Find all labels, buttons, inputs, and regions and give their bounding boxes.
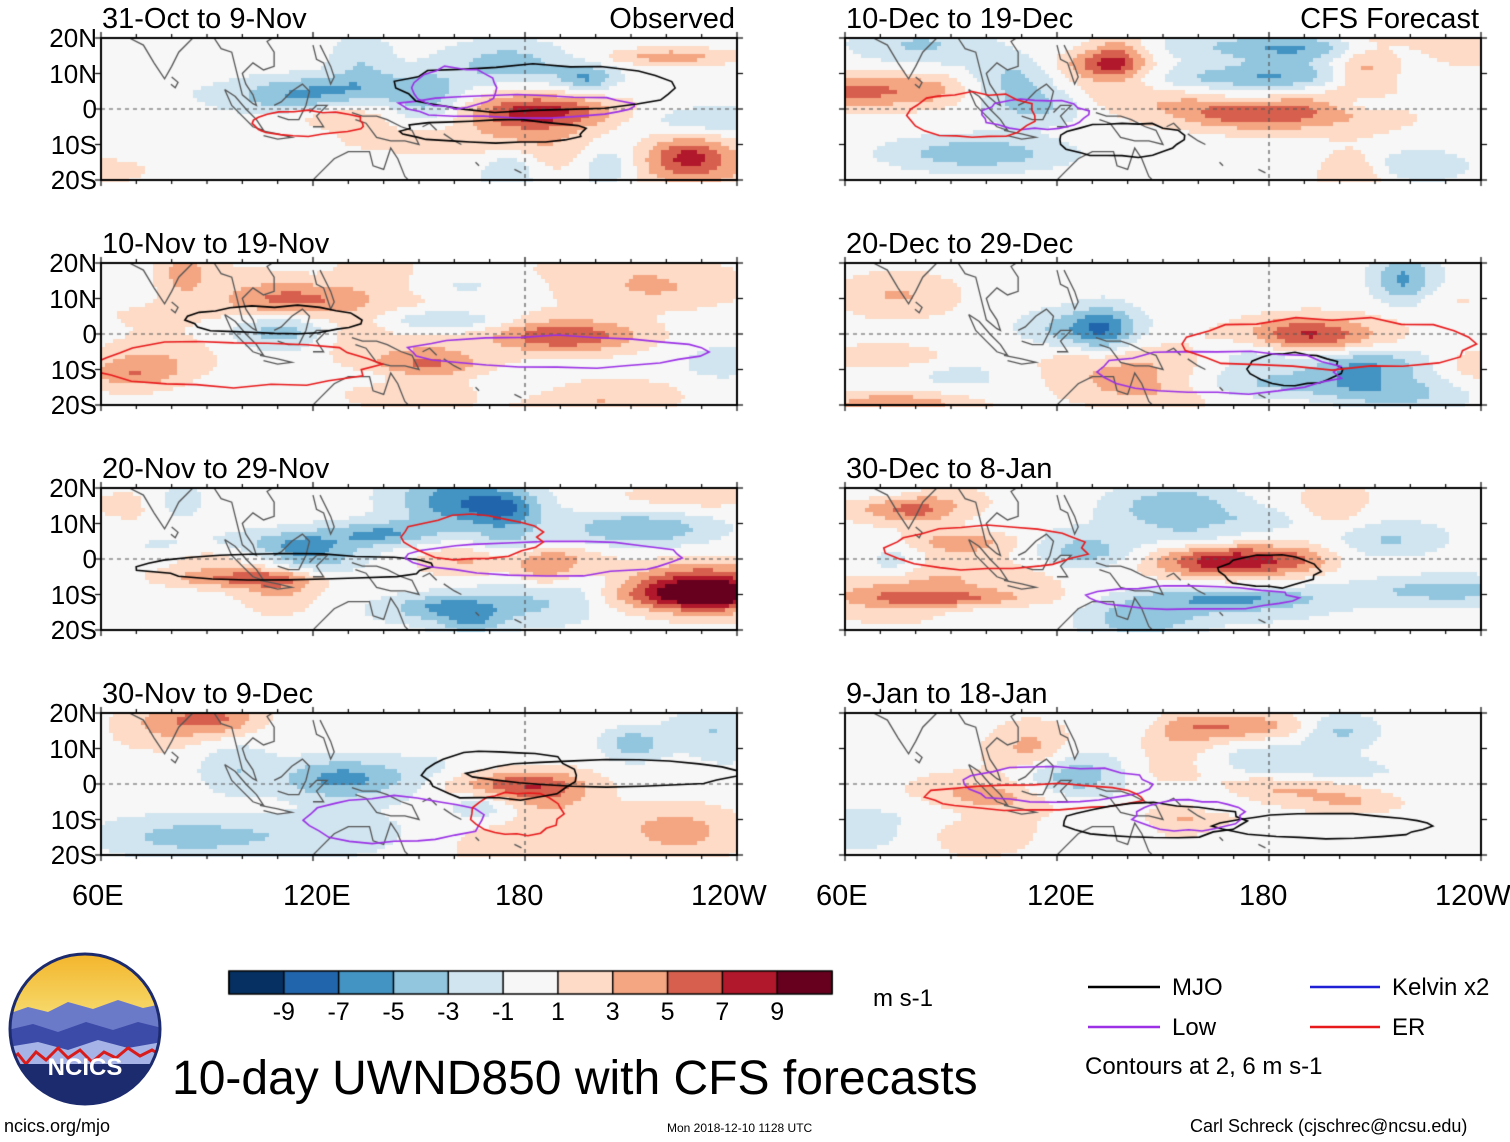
- y-tick-label: 0: [82, 544, 97, 574]
- colorbar-units: m s-1: [873, 985, 933, 1012]
- y-tick-label: 0: [82, 769, 97, 799]
- colorbar-tick: -9: [272, 998, 295, 1026]
- panel-title: 30-Nov to 9-Dec: [102, 678, 314, 710]
- y-tick-label: 20S: [50, 840, 97, 870]
- colorbar-tick: 7: [715, 998, 730, 1026]
- x-tick-label: 120E: [282, 880, 351, 912]
- x-tick-label: 120W: [691, 880, 767, 912]
- panel-title: 10-Dec to 19-Dec: [846, 3, 1074, 35]
- y-tick-label: 10N: [49, 508, 97, 539]
- column-label: Observed: [609, 3, 735, 35]
- y-tick-label: 10S: [50, 129, 97, 160]
- ncics-logo: NCICS: [8, 952, 162, 1106]
- timestamp: Mon 2018-12-10 1128 UTC: [667, 1121, 813, 1135]
- colorbar-tick: -7: [327, 998, 350, 1026]
- x-tick-label: 120E: [1026, 880, 1095, 912]
- colorbar-tick: -5: [382, 998, 405, 1026]
- panel-title: 9-Jan to 18-Jan: [846, 678, 1048, 710]
- legend-label-mjo: MJO: [1172, 974, 1223, 1001]
- y-tick-label: 10N: [49, 58, 97, 89]
- legend-label-low: Low: [1172, 1014, 1217, 1041]
- panel-title: 20-Dec to 29-Dec: [846, 228, 1074, 260]
- y-tick-label: 20N: [49, 698, 97, 728]
- site-url[interactable]: ncics.org/mjo: [4, 1116, 111, 1136]
- y-tick-label: 20S: [50, 165, 97, 195]
- y-tick-label: 20S: [50, 615, 97, 645]
- colorbar-tick: 3: [605, 998, 620, 1026]
- column-label: CFS Forecast: [1300, 3, 1479, 35]
- logo-text: NCICS: [48, 1054, 123, 1081]
- colorbar-tick: 1: [550, 998, 565, 1026]
- y-tick-label: 0: [82, 94, 97, 124]
- legend-lines: [1088, 985, 1380, 1029]
- colorbar-tick: 5: [660, 998, 675, 1026]
- colorbar-tick: -3: [437, 998, 460, 1026]
- y-tick-label: 10N: [49, 733, 97, 764]
- panel-title: 30-Dec to 8-Jan: [846, 453, 1053, 485]
- y-tick-label: 20N: [49, 473, 97, 503]
- main-title: 10-day UWND850 with CFS forecasts: [172, 1052, 978, 1105]
- legend-label-er: ER: [1392, 1014, 1426, 1041]
- panel-title: 20-Nov to 29-Nov: [102, 453, 330, 485]
- y-tick-label: 20S: [50, 390, 97, 420]
- colorbar-tick: 9: [770, 998, 785, 1026]
- x-tick-label: 60E: [72, 880, 124, 912]
- y-tick-label: 10N: [49, 283, 97, 314]
- colorbar-tick: -1: [491, 998, 515, 1026]
- y-tick-label: 20N: [49, 23, 97, 53]
- contour-note: Contours at 2, 6 m s-1: [1085, 1053, 1323, 1080]
- x-tick-label: 180: [495, 880, 544, 912]
- x-tick-label: 180: [1239, 880, 1288, 912]
- y-tick-label: 10S: [50, 804, 97, 835]
- panel-title: 10-Nov to 19-Nov: [102, 228, 330, 260]
- y-tick-label: 10S: [50, 354, 97, 385]
- y-tick-label: 20N: [49, 248, 97, 278]
- y-tick-label: 10S: [50, 579, 97, 610]
- x-tick-label: 60E: [816, 880, 868, 912]
- panel-title: 31-Oct to 9-Nov: [102, 3, 307, 35]
- author-credit: Carl Schreck (cjschrec@ncsu.edu): [1190, 1116, 1468, 1136]
- y-tick-label: 0: [82, 319, 97, 349]
- x-tick-label: 120W: [1435, 880, 1510, 912]
- legend-label-kelvin: Kelvin x2: [1392, 974, 1490, 1001]
